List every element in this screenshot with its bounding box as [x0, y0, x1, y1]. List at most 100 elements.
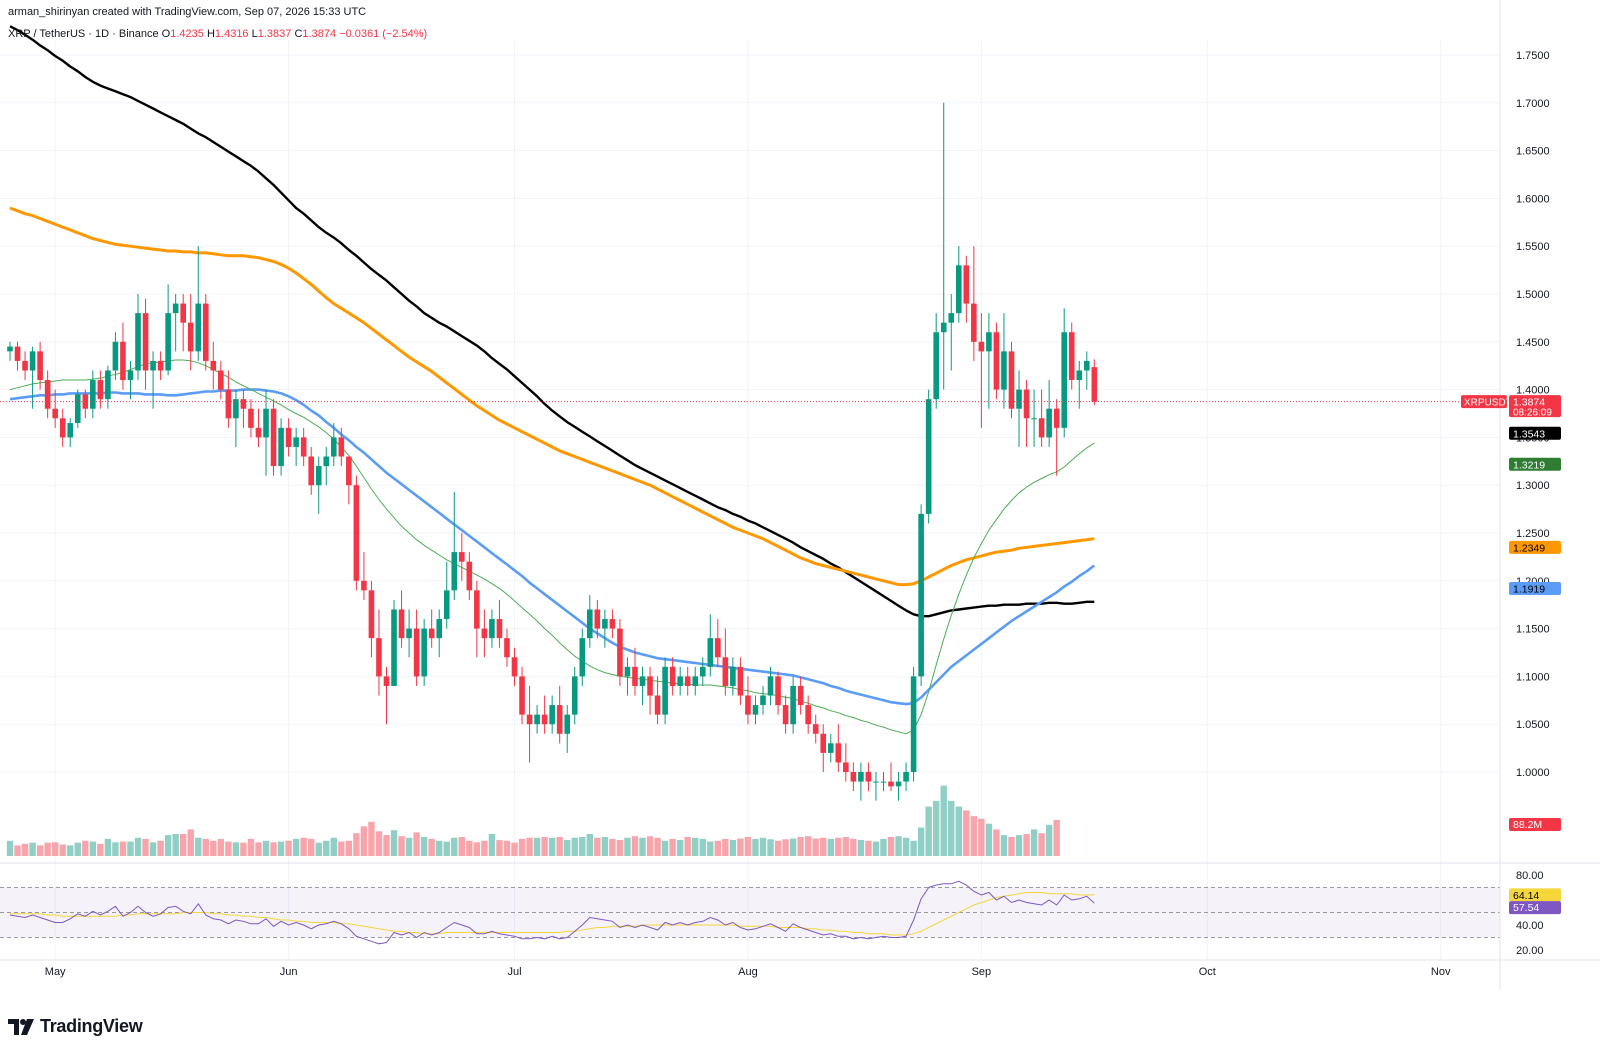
- volume-bar: [548, 837, 556, 856]
- volume-bar: [556, 837, 563, 856]
- ohlc-close: 1.3874: [302, 28, 337, 40]
- y-tick-label: 1.7500: [1516, 50, 1550, 62]
- tradingview-logo[interactable]: TradingView: [8, 1016, 143, 1037]
- volume-bar: [1015, 835, 1023, 856]
- candle: [722, 628, 729, 696]
- candle: [812, 714, 819, 744]
- volume-bar: [225, 841, 232, 856]
- candle: [74, 389, 81, 428]
- candle-body: [707, 638, 714, 667]
- candle-body: [534, 714, 540, 725]
- volume-bar: [277, 841, 285, 856]
- volume-bar: [217, 838, 225, 856]
- candle: [587, 595, 593, 648]
- candle: [428, 609, 435, 648]
- ohlc-open-label: O: [161, 28, 171, 40]
- volume-bar: [932, 800, 940, 856]
- volume-bar: [247, 838, 255, 856]
- candle-body: [1023, 389, 1030, 419]
- candle: [135, 294, 141, 381]
- volume-bar: [1038, 833, 1045, 856]
- candle: [715, 619, 721, 667]
- candle-body: [82, 394, 89, 409]
- y-tick-label: 1.5000: [1516, 289, 1550, 301]
- candle-body: [1038, 418, 1045, 438]
- candle: [647, 666, 653, 715]
- volume-bar: [541, 837, 548, 856]
- candle: [617, 619, 623, 686]
- volume-bar: [1008, 837, 1015, 856]
- volume-bar: [533, 837, 541, 856]
- candle-body: [1053, 408, 1060, 428]
- volume-bar: [669, 838, 676, 856]
- candle: [165, 284, 171, 376]
- volume-bar: [142, 838, 149, 856]
- volume-bar: [202, 838, 209, 856]
- candle: [903, 762, 909, 792]
- volume-bar: [895, 836, 902, 856]
- volume-bar: [789, 838, 797, 856]
- candle: [421, 619, 427, 686]
- volume-bar: [767, 839, 774, 856]
- candle-body: [955, 265, 962, 314]
- candle: [850, 762, 857, 792]
- candle: [1068, 322, 1075, 390]
- candle: [684, 666, 691, 696]
- candle: [978, 313, 985, 428]
- candle-body: [925, 399, 932, 514]
- candle: [67, 418, 74, 447]
- candle: [300, 427, 307, 467]
- candle-body: [865, 772, 872, 782]
- candle-body: [571, 676, 578, 715]
- candle-body: [323, 456, 330, 467]
- volume-bar: [458, 837, 465, 856]
- candle: [278, 418, 284, 476]
- volume-bar: [285, 840, 292, 856]
- volume-bar: [187, 829, 194, 856]
- volume-bar: [36, 845, 44, 856]
- candle-body: [74, 394, 81, 424]
- candle: [270, 399, 277, 476]
- volume-bar: [338, 841, 345, 856]
- volume-bar: [511, 842, 518, 856]
- volume-bar: [29, 842, 36, 856]
- candle: [338, 427, 345, 467]
- volume-bar: [481, 840, 488, 856]
- candle: [474, 580, 480, 658]
- candle: [865, 762, 872, 792]
- x-tick-label: Jul: [507, 966, 521, 978]
- candle: [1091, 359, 1098, 406]
- volume-bar: [112, 842, 119, 856]
- candle-body: [1031, 418, 1037, 420]
- candle-body: [549, 705, 555, 725]
- volume-bar: [684, 837, 691, 856]
- volume-bar: [262, 840, 270, 856]
- ohlc-high: 1.4316: [214, 28, 249, 40]
- candle: [105, 365, 111, 409]
- volume-bar: [345, 840, 353, 856]
- volume-bars: [6, 785, 1060, 856]
- volume-bar: [413, 832, 420, 856]
- candle-body: [248, 408, 254, 428]
- candle: [481, 609, 488, 658]
- volume-tag: 88.2M: [1513, 819, 1542, 831]
- candle-body: [1091, 367, 1098, 402]
- candle: [391, 599, 397, 686]
- y-tick-label: 1.1000: [1516, 671, 1550, 683]
- x-tick-label: Sep: [972, 966, 992, 978]
- candle-body: [315, 466, 322, 486]
- candle: [745, 676, 751, 725]
- candle: [933, 313, 939, 409]
- candle-body: [150, 360, 156, 371]
- volume-bar: [104, 838, 112, 856]
- volume-bar: [270, 842, 277, 856]
- candle-body: [240, 399, 247, 409]
- candle: [142, 298, 149, 390]
- candle-body: [278, 427, 284, 467]
- candle-body: [105, 370, 111, 400]
- candle-body: [398, 609, 405, 639]
- candle: [730, 657, 736, 696]
- last-price-tag: 1.3874: [1513, 397, 1545, 409]
- volume-bar: [850, 838, 857, 856]
